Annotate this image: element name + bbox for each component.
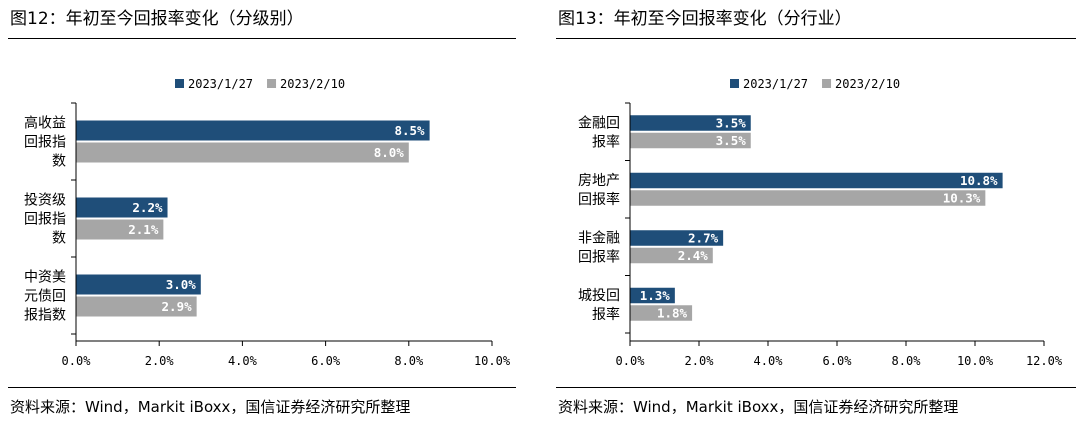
source-note: 资料来源：Wind，Markit iBoxx，国信证券经济研究所整理 (10, 398, 411, 416)
figure-title: 图12：年初至今回报率变化（分级别） (10, 9, 304, 29)
figure-title: 图13：年初至今回报率变化（分行业） (558, 9, 852, 29)
data-label-series1-cat3: 1.8% (657, 306, 688, 321)
x-tick-label-0: 0.0% (616, 354, 646, 368)
bar-series1-cat1 (76, 219, 164, 240)
data-label-series0-cat1: 2.2% (132, 200, 163, 215)
category-label-1-line-1: 回报率 (578, 191, 620, 208)
legend-swatch-1 (822, 79, 832, 88)
data-label-series0-cat3: 1.3% (640, 288, 671, 303)
legend-swatch-0 (730, 79, 739, 88)
bar-series1-cat0 (630, 132, 751, 149)
data-label-series0-cat0: 3.5% (716, 116, 747, 131)
category-label-0-line-1: 报率 (592, 133, 620, 150)
legend-swatch-1 (267, 79, 277, 88)
x-tick-label-2: 4.0% (754, 354, 784, 368)
category-label-3-line-0: 城投回 (578, 288, 620, 304)
bar-series0-cat1 (76, 197, 168, 218)
chart-panel-returns-by-grade: 图12：年初至今回报率变化（分级别） 2023/1/27 2023/2/10 8.5… (0, 0, 520, 422)
category-label-0-line-1: 回报指 (24, 135, 66, 151)
category-label-2-line-0: 非金融 (578, 230, 620, 246)
category-label-1-line-0: 投资级 (24, 193, 66, 209)
legend-label-0: 2023/1/27 (743, 77, 808, 91)
legend-label-1: 2023/2/10 (835, 77, 900, 91)
x-tick-label-1: 2.0% (145, 354, 175, 368)
bar-series0-cat2 (630, 230, 724, 246)
bar-chart-returns-by-grade: 2023/1/27 2023/2/108.5%8.0%高收益回报指数2.2%2.1… (24, 77, 511, 368)
x-tick-label-3: 6.0% (823, 354, 853, 368)
bar-series0-cat1 (630, 172, 1003, 189)
category-label-1-line-0: 房地产 (578, 173, 620, 189)
x-tick-label-2: 4.0% (228, 354, 258, 368)
bar-series0-cat0 (76, 120, 430, 141)
x-tick-label-4: 8.0% (892, 354, 922, 368)
data-label-series0-cat2: 3.0% (166, 277, 197, 292)
category-label-0-line-0: 金融回 (578, 115, 620, 131)
data-label-series1-cat2: 2.9% (162, 299, 193, 314)
category-label-0-line-0: 高收益 (24, 115, 66, 132)
bar-series1-cat1 (630, 190, 986, 206)
bar-series0-cat3 (630, 287, 675, 304)
bar-series1-cat2 (630, 247, 713, 264)
legend-label-0: 2023/1/27 (188, 77, 253, 91)
x-tick-label-3: 6.0% (311, 354, 341, 368)
x-tick-label-5: 10.0% (474, 354, 511, 368)
bar-series0-cat0 (630, 115, 751, 131)
bar-series1-cat2 (76, 296, 197, 317)
bar-series1-cat0 (76, 142, 409, 163)
source-divider (8, 387, 516, 388)
category-label-1-line-2: 数 (52, 231, 66, 247)
x-tick-label-5: 10.0% (957, 354, 994, 368)
legend-label-1: 2023/2/10 (280, 77, 345, 91)
data-label-series0-cat2: 2.7% (688, 231, 719, 246)
title-divider (8, 38, 516, 39)
data-label-series1-cat0: 8.0% (374, 145, 405, 160)
category-label-0-line-2: 数 (52, 154, 66, 170)
source-note: 资料来源：Wind，Markit iBoxx，国信证券经济研究所整理 (558, 398, 959, 416)
legend-swatch-0 (175, 79, 184, 88)
source-divider (556, 387, 1076, 388)
category-label-2-line-0: 中资美 (24, 270, 66, 286)
category-label-3-line-1: 报率 (592, 306, 620, 323)
category-label-2-line-2: 报指数 (24, 308, 66, 324)
x-tick-label-1: 2.0% (685, 354, 715, 368)
chart-panel-returns-by-industry: 图13：年初至今回报率变化（分行业） 2023/1/27 2023/2/10 3.5… (548, 0, 1080, 422)
data-label-series0-cat0: 8.5% (394, 123, 425, 138)
category-label-1-line-1: 回报指 (24, 212, 66, 228)
data-label-series1-cat1: 2.1% (128, 222, 159, 237)
data-label-series1-cat2: 2.4% (678, 248, 709, 263)
x-tick-label-6: 12.0% (1026, 354, 1063, 368)
data-label-series1-cat0: 3.5% (716, 133, 747, 148)
category-label-2-line-1: 元债回 (24, 289, 66, 305)
bar-series1-cat3 (630, 305, 693, 321)
category-label-2-line-1: 回报率 (578, 248, 620, 265)
data-label-series0-cat1: 10.8% (960, 173, 998, 188)
x-tick-label-0: 0.0% (62, 354, 92, 368)
x-tick-label-4: 8.0% (394, 354, 424, 368)
data-label-series1-cat1: 10.3% (943, 191, 981, 206)
bar-series0-cat2 (76, 274, 201, 295)
title-divider (556, 38, 1076, 39)
